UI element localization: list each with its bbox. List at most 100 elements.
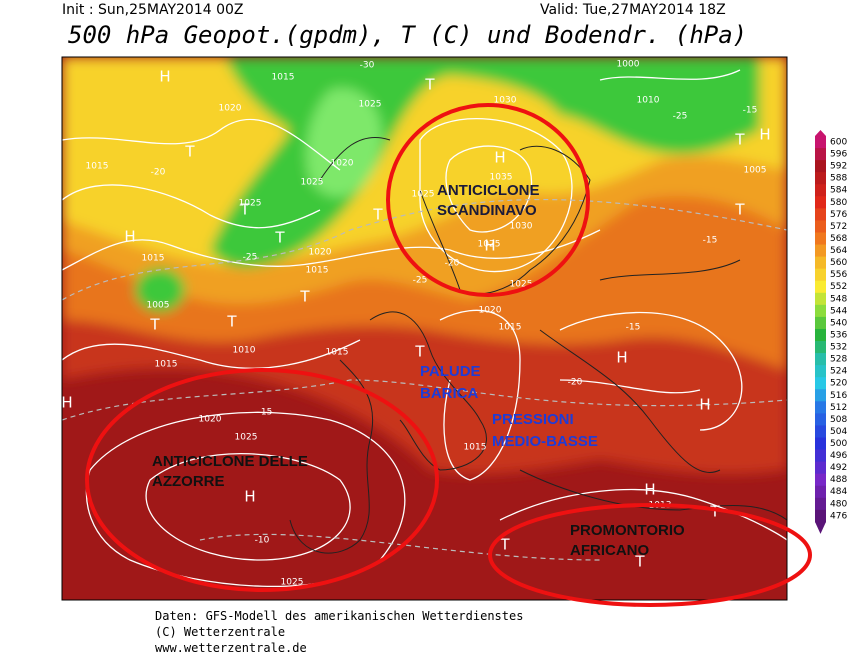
colorbar-cell (815, 365, 826, 378)
contour-label: 1030 (494, 96, 517, 106)
pressure-center: H (124, 228, 135, 246)
colorbar-cell (815, 136, 826, 149)
colorbar-cell (815, 148, 826, 161)
colorbar-cell (815, 280, 826, 294)
pressure-center: T (634, 553, 645, 571)
colorbar-cell (815, 160, 826, 173)
colorbar-label: 544 (830, 306, 847, 316)
colorbar-label: 540 (830, 318, 847, 328)
contour-label: 1020 (219, 104, 242, 114)
colorbar-cell (815, 268, 826, 282)
contour-label: -20 (151, 168, 166, 178)
colorbar-cell (815, 377, 826, 390)
contour-label: -15 (703, 236, 718, 246)
contour-label: 1015 (272, 73, 295, 83)
colorbar-cell (815, 184, 826, 197)
contour-label: 1005 (744, 166, 767, 176)
contour-label: -15 (743, 106, 758, 116)
pressure-center: H (244, 488, 255, 506)
contour-label: 1010 (233, 346, 256, 356)
colorbar-cell (815, 232, 826, 246)
contour-label: 1025 (359, 100, 382, 110)
colorbar-label: 488 (830, 475, 847, 485)
contour-label: 1025 (478, 240, 501, 250)
contour-label: -20 (445, 259, 460, 269)
colorbar-cell (815, 196, 826, 209)
pressure-center: T (734, 131, 745, 149)
colorbar-label: 584 (830, 186, 847, 196)
pressure-center: T (184, 143, 195, 161)
pressure-center: H (699, 396, 710, 414)
colorbar-label: 548 (830, 294, 847, 304)
colorbar-cell (815, 316, 826, 330)
colorbar-cell (815, 461, 826, 475)
colorbar-label: 536 (830, 330, 847, 340)
contour-label: 1020 (309, 248, 332, 258)
colorbar-label: 596 (830, 150, 847, 160)
colorbar-label: 484 (830, 487, 847, 497)
colorbar-label: 552 (830, 282, 847, 292)
title: 500 hPa Geopot.(gpdm), T (C) und Bodendr… (68, 21, 747, 49)
contour-label: -15 (258, 408, 273, 418)
footer-line: Daten: GFS-Modell des amerikanischen Wet… (155, 609, 523, 623)
pressure-center: T (414, 343, 425, 361)
colorbar-cell (815, 244, 826, 258)
contour-label: 1025 (412, 190, 435, 200)
contour-label: -25 (243, 253, 258, 263)
annotation: PALUDE BARICA (420, 363, 481, 402)
colorbar-cell (815, 509, 826, 523)
colorbar-label: 532 (830, 343, 847, 353)
pressure-center: T (709, 503, 720, 521)
contour-label: 1010 (637, 96, 660, 106)
colorbar-label: 504 (830, 427, 847, 437)
contour-label: 1025 (235, 433, 258, 443)
contour-label: 1015 (86, 162, 109, 172)
highlight-circles (85, 103, 812, 607)
colorbar-label: 568 (830, 234, 847, 244)
colorbar-label: 528 (830, 355, 847, 365)
colorbar-label: 592 (830, 162, 847, 172)
init-text: Init : Sun,25MAY2014 00Z (62, 2, 244, 18)
contour-label: -15 (626, 323, 641, 333)
colorbar-cell (815, 437, 826, 451)
annotation: PRESSIONI MEDIO-BASSE (492, 411, 598, 450)
colorbar-cell (815, 473, 826, 487)
pressure-center: T (499, 536, 510, 554)
colorbar-label: 588 (830, 174, 847, 184)
contour-label: 1030 (510, 222, 533, 232)
footer-line: (C) Wetterzentrale (155, 625, 285, 639)
pressure-center: T (274, 229, 285, 247)
contour-label: 1020 (331, 159, 354, 169)
contour-label: 1015 (155, 360, 178, 370)
annotation: PROMONTORIO AFRICANO (570, 522, 685, 559)
colorbar-cell (815, 449, 826, 463)
colorbar-label: 560 (830, 258, 847, 268)
colorbar-label: 512 (830, 403, 847, 413)
contour-label: 1015 (464, 443, 487, 453)
colorbar-cell (815, 256, 826, 270)
contour-label: -30 (360, 61, 375, 71)
pressure-center: T (372, 206, 383, 224)
pressure-center: T (239, 201, 250, 219)
colorbar-cell (815, 485, 826, 499)
colorbar-cell (815, 208, 826, 221)
valid-text: Valid: Tue,27MAY2014 18Z (540, 2, 726, 18)
colorbar-label: 496 (830, 451, 847, 461)
colorbar-label: 508 (830, 415, 847, 425)
contour-label: 1000 (617, 60, 640, 70)
colorbar-cell (815, 341, 826, 354)
contour-label: 1015 (499, 323, 522, 333)
colorbar-label: 580 (830, 198, 847, 208)
colorbar-cell (815, 172, 826, 185)
colorbar-cell (815, 220, 826, 233)
pressure-center: T (226, 313, 237, 331)
contour-label: 1025 (510, 280, 533, 290)
colorbar-label: 492 (830, 463, 847, 473)
pressure-center: T (734, 201, 745, 219)
colorbar-label: 556 (830, 270, 847, 280)
contour-label: -25 (413, 276, 428, 286)
pressure-center: H (159, 68, 170, 86)
contour-label: -20 (568, 378, 583, 388)
colorbar-cell (815, 497, 826, 511)
colorbar-cell (815, 401, 826, 414)
